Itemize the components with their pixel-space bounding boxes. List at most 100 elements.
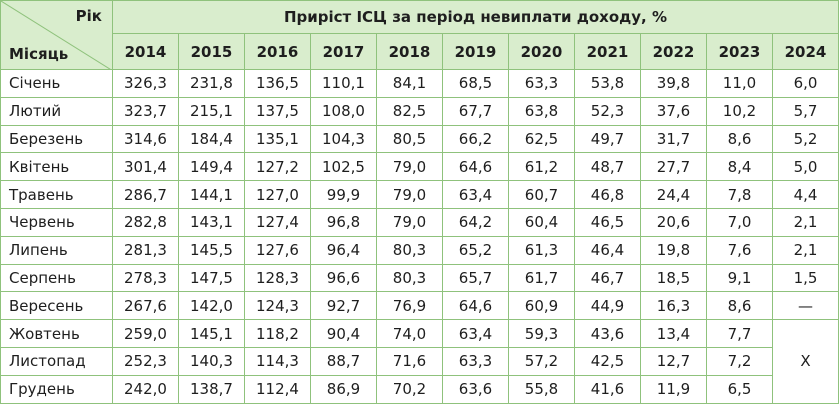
value-cell: 8,6 — [706, 291, 773, 321]
data-row: Грудень 242,0 138,7 112,4 86,9 70,2 63,6 55,8 41… — [0, 374, 839, 404]
month-cell: Квітень — [0, 152, 113, 182]
value-cell: 127,4 — [244, 207, 311, 237]
value-cell: 140,3 — [178, 346, 245, 376]
month-cell: Липень — [0, 235, 113, 265]
value-cell: — — [772, 291, 839, 321]
value-cell: 5,0 — [772, 152, 839, 182]
value-cell: 149,4 — [178, 152, 245, 182]
data-row: Січень 326,3 231,8 136,5 110,1 84,1 68,5 63,3 53… — [0, 69, 839, 98]
value-cell: 102,5 — [310, 152, 377, 182]
data-row: Червень 282,8 143,1 127,4 96,8 79,0 64,2 60,4 46… — [0, 207, 839, 237]
value-cell: 267,6 — [112, 291, 179, 321]
value-cell: 136,5 — [244, 69, 311, 98]
value-cell: 63,4 — [442, 319, 509, 348]
value-cell: 7,7 — [706, 319, 773, 348]
value-cell: 99,9 — [310, 180, 377, 209]
data-row: Листопад 252,3 140,3 114,3 88,7 71,6 63,3 57,2 4… — [0, 346, 839, 376]
value-cell: 252,3 — [112, 346, 179, 376]
value-cell: 43,6 — [574, 319, 641, 348]
value-cell: 2,1 — [772, 235, 839, 265]
data-row: Липень 281,3 145,5 127,6 96,4 80,3 65,2 61,3 46,… — [0, 235, 839, 265]
value-cell: 61,2 — [508, 152, 575, 182]
value-cell: 114,3 — [244, 346, 311, 376]
table-title: Приріст ІСЦ за період невиплати доходу, … — [112, 0, 839, 34]
value-cell: 5,7 — [772, 96, 839, 126]
value-cell: 147,5 — [178, 263, 245, 293]
value-cell: 24,4 — [640, 180, 707, 209]
value-cell: 79,0 — [376, 207, 443, 237]
value-cell: 27,7 — [640, 152, 707, 182]
value-cell: 96,4 — [310, 235, 377, 265]
data-row: Березень 314,6 184,4 135,1 104,3 80,5 66,2 62,5… — [0, 124, 839, 154]
month-cell: Січень — [0, 69, 113, 98]
value-cell: 31,7 — [640, 124, 707, 154]
value-cell: 1,5 — [772, 263, 839, 293]
value-cell: 48,7 — [574, 152, 641, 182]
merged-cell: Х — [772, 319, 839, 404]
value-cell: 63,3 — [442, 346, 509, 376]
corner-year-label: Рік — [75, 7, 102, 25]
value-cell: 46,7 — [574, 263, 641, 293]
value-cell: 19,8 — [640, 235, 707, 265]
value-cell: 104,3 — [310, 124, 377, 154]
data-row: Вересень 267,6 142,0 124,3 92,7 76,9 64,6 60,9 4… — [0, 291, 839, 321]
value-cell: 64,2 — [442, 207, 509, 237]
value-cell: 92,7 — [310, 291, 377, 321]
value-cell: 323,7 — [112, 96, 179, 126]
value-cell: 7,2 — [706, 346, 773, 376]
value-cell: 144,1 — [178, 180, 245, 209]
value-cell: 127,6 — [244, 235, 311, 265]
value-cell: 326,3 — [112, 69, 179, 98]
value-cell: 142,0 — [178, 291, 245, 321]
value-cell: 143,1 — [178, 207, 245, 237]
value-cell: 53,8 — [574, 69, 641, 98]
value-cell: 64,6 — [442, 152, 509, 182]
value-cell: 65,2 — [442, 235, 509, 265]
value-cell: 4,4 — [772, 180, 839, 209]
value-cell: 138,7 — [178, 374, 245, 404]
value-cell: 11,0 — [706, 69, 773, 98]
value-cell: 67,7 — [442, 96, 509, 126]
value-cell: 39,8 — [640, 69, 707, 98]
value-cell: 44,9 — [574, 291, 641, 321]
year-header: 2014 — [112, 33, 179, 70]
value-cell: 12,7 — [640, 346, 707, 376]
value-cell: 242,0 — [112, 374, 179, 404]
value-cell: 10,2 — [706, 96, 773, 126]
value-cell: 13,4 — [640, 319, 707, 348]
value-cell: 64,6 — [442, 291, 509, 321]
value-cell: 63,8 — [508, 96, 575, 126]
table-body: Січень 326,3 231,8 136,5 110,1 84,1 68,5 63,3 53… — [0, 69, 839, 404]
value-cell: 88,7 — [310, 346, 377, 376]
value-cell: 60,9 — [508, 291, 575, 321]
value-cell: 74,0 — [376, 319, 443, 348]
month-cell: Вересень — [0, 291, 113, 321]
year-header: 2024 — [772, 33, 839, 70]
value-cell: 62,5 — [508, 124, 575, 154]
year-header: 2022 — [640, 33, 707, 70]
value-cell: 259,0 — [112, 319, 179, 348]
data-row: Лютий 323,7 215,1 137,5 108,0 82,5 67,7 63,8 52,… — [0, 96, 839, 126]
value-cell: 79,0 — [376, 180, 443, 209]
value-cell: 46,5 — [574, 207, 641, 237]
month-cell: Грудень — [0, 374, 113, 404]
value-cell: 52,3 — [574, 96, 641, 126]
month-cell: Лютий — [0, 96, 113, 126]
value-cell: 42,5 — [574, 346, 641, 376]
year-header: 2018 — [376, 33, 443, 70]
value-cell: 9,1 — [706, 263, 773, 293]
value-cell: 55,8 — [508, 374, 575, 404]
value-cell: 281,3 — [112, 235, 179, 265]
year-header: 2019 — [442, 33, 509, 70]
value-cell: 65,7 — [442, 263, 509, 293]
value-cell: 5,2 — [772, 124, 839, 154]
value-cell: 60,7 — [508, 180, 575, 209]
value-cell: 60,4 — [508, 207, 575, 237]
year-header: 2023 — [706, 33, 773, 70]
value-cell: 301,4 — [112, 152, 179, 182]
value-cell: 63,4 — [442, 180, 509, 209]
diagonal — [1, 1, 110, 69]
year-header: 2017 — [310, 33, 377, 70]
value-cell: 46,8 — [574, 180, 641, 209]
